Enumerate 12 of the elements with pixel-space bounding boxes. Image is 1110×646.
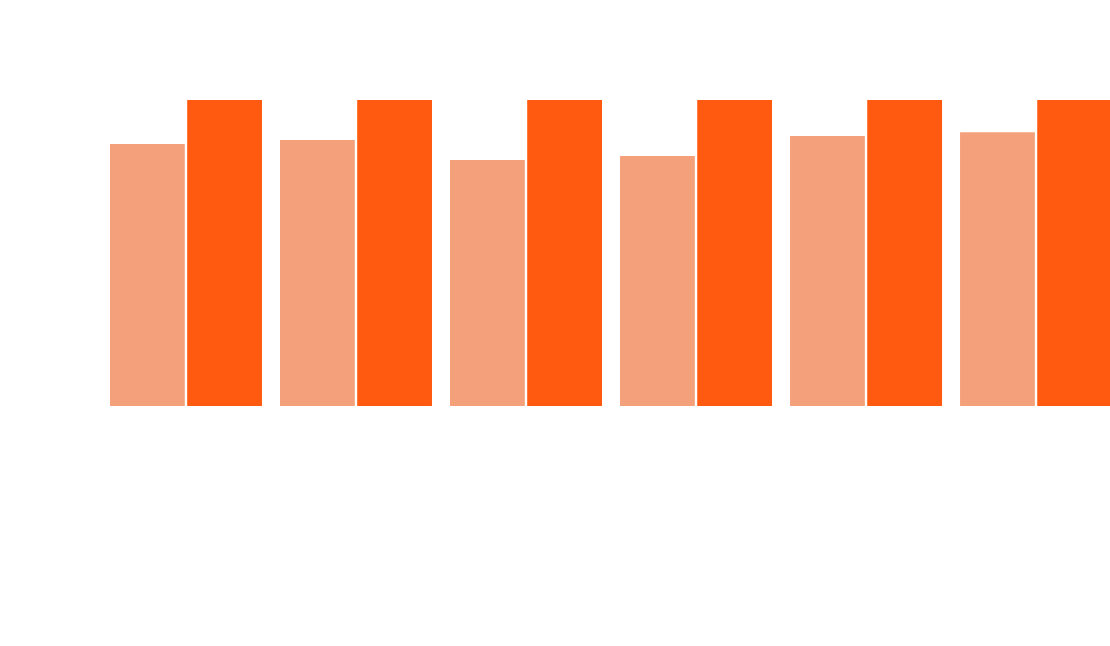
bar xyxy=(697,100,773,406)
bar xyxy=(960,132,1035,406)
bar xyxy=(620,156,695,406)
bar xyxy=(280,140,355,406)
bar xyxy=(450,159,525,406)
bar xyxy=(867,100,943,406)
bar xyxy=(527,100,602,406)
bar xyxy=(357,100,432,406)
bar xyxy=(109,144,185,406)
bar xyxy=(790,136,865,406)
bar xyxy=(187,100,262,406)
bar xyxy=(1037,100,1110,406)
